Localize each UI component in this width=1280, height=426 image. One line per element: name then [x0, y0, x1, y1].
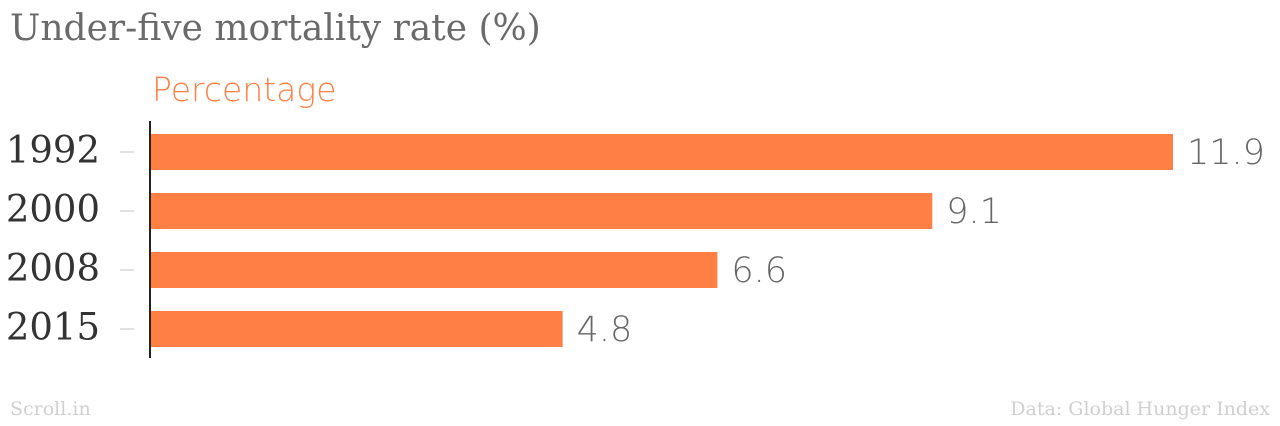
category-label-2015: 2015	[6, 306, 100, 349]
bar-1992	[151, 134, 1173, 170]
bar-2015	[151, 311, 563, 347]
bar-2000	[151, 193, 933, 229]
category-label-2000: 2000	[6, 188, 100, 231]
series-label: Percentage	[152, 70, 337, 109]
data-source: Data: Global Hunger Index	[1010, 398, 1270, 420]
category-label-2008: 2008	[6, 247, 100, 290]
value-label-2015: 4.8	[577, 310, 633, 350]
bar-2008	[151, 252, 718, 288]
category-label-1992: 1992	[6, 129, 100, 172]
chart-title: Under-five mortality rate (%)	[10, 8, 541, 49]
value-label-2000: 9.1	[946, 192, 1002, 232]
value-label-1992: 11.9	[1187, 133, 1265, 173]
publisher-credit: Scroll.in	[10, 398, 91, 420]
value-label-2008: 6.6	[731, 251, 787, 291]
